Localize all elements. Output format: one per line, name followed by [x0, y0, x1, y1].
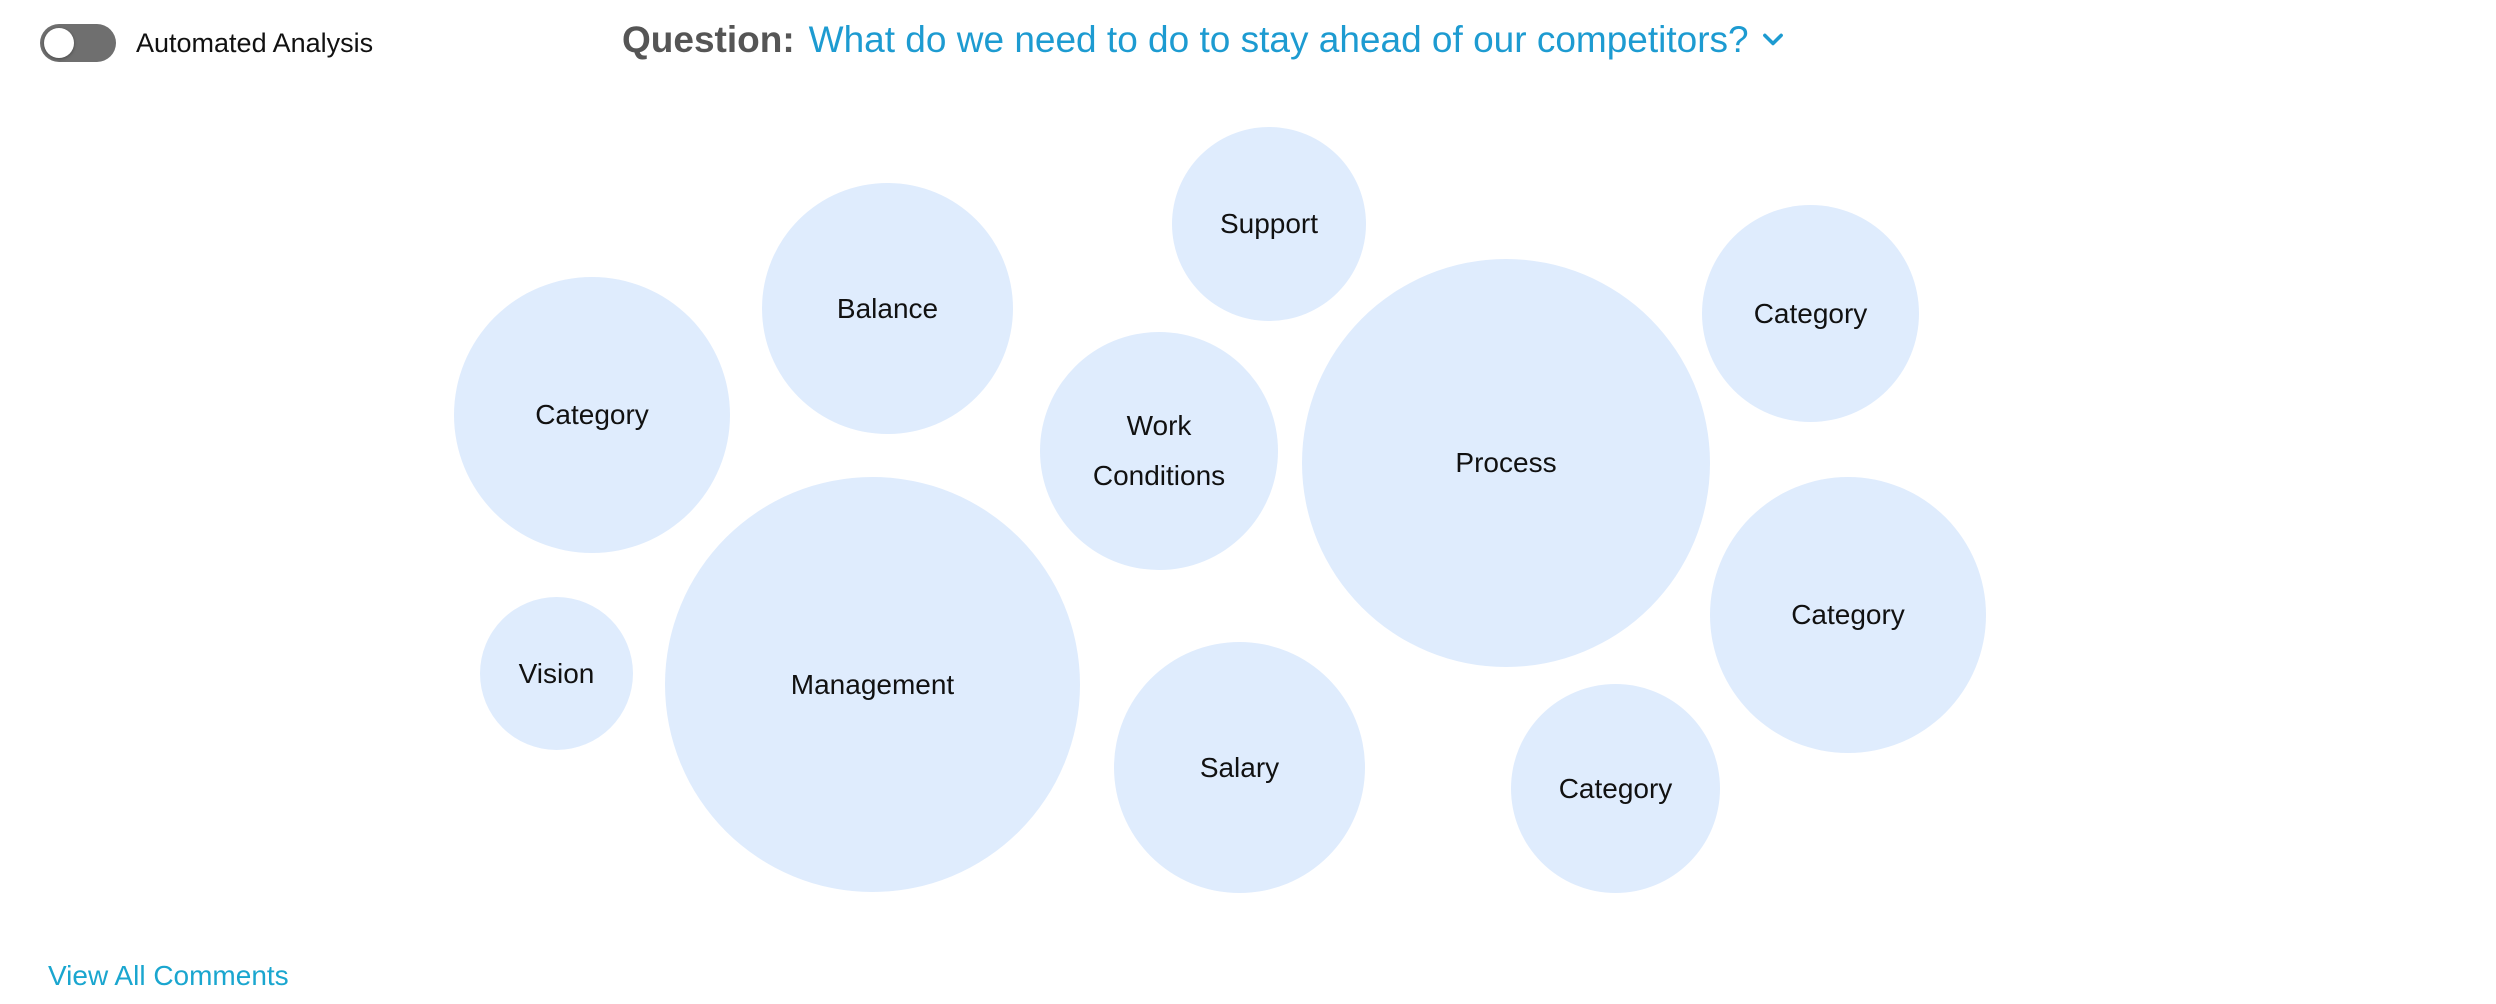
bubble-label: Vision — [518, 657, 595, 689]
bubble-category[interactable]: Category — [1710, 477, 1986, 753]
bubble-work-conditions[interactable]: Work Conditions — [1040, 332, 1278, 570]
bubble-label: Work Conditions — [1092, 410, 1226, 491]
bubble-label: Support — [1219, 208, 1319, 239]
bubble-label: Category — [1791, 599, 1905, 630]
automated-analysis-toggle[interactable] — [40, 24, 116, 62]
bubble-category[interactable]: Category — [1511, 684, 1720, 893]
toggle-knob — [44, 28, 74, 58]
bubble-management[interactable]: Management — [665, 477, 1080, 892]
bubble-category[interactable]: Category — [1702, 205, 1919, 422]
bubble-label: Category — [535, 399, 649, 430]
bubble-label: Category — [1753, 297, 1868, 329]
question-row: Question: What do we need to do to stay … — [622, 14, 1787, 66]
automated-analysis-label: Automated Analysis — [136, 28, 374, 58]
bubble-label: Salary — [1199, 751, 1280, 783]
bubble-support[interactable]: Support — [1172, 127, 1366, 321]
bubble-vision[interactable]: Vision — [480, 597, 633, 750]
bubble-label: Category — [1558, 772, 1673, 804]
bubble-process[interactable]: Process — [1302, 259, 1710, 667]
bubble-label: Management — [790, 668, 955, 700]
bubble-category[interactable]: Category — [454, 277, 730, 553]
question-dropdown[interactable]: What do we need to do to stay ahead of o… — [809, 19, 1787, 61]
bubble-balance[interactable]: Balance — [762, 183, 1013, 434]
bubble-label: Balance — [836, 292, 939, 324]
view-all-comments-link[interactable]: View All Comments — [48, 960, 289, 991]
chevron-down-icon — [1759, 26, 1787, 54]
question-selected-text: What do we need to do to stay ahead of o… — [808, 19, 1749, 60]
bubble-salary[interactable]: Salary — [1114, 642, 1365, 893]
question-label: Question: — [622, 19, 795, 60]
bubble-label: Process — [1455, 447, 1557, 478]
